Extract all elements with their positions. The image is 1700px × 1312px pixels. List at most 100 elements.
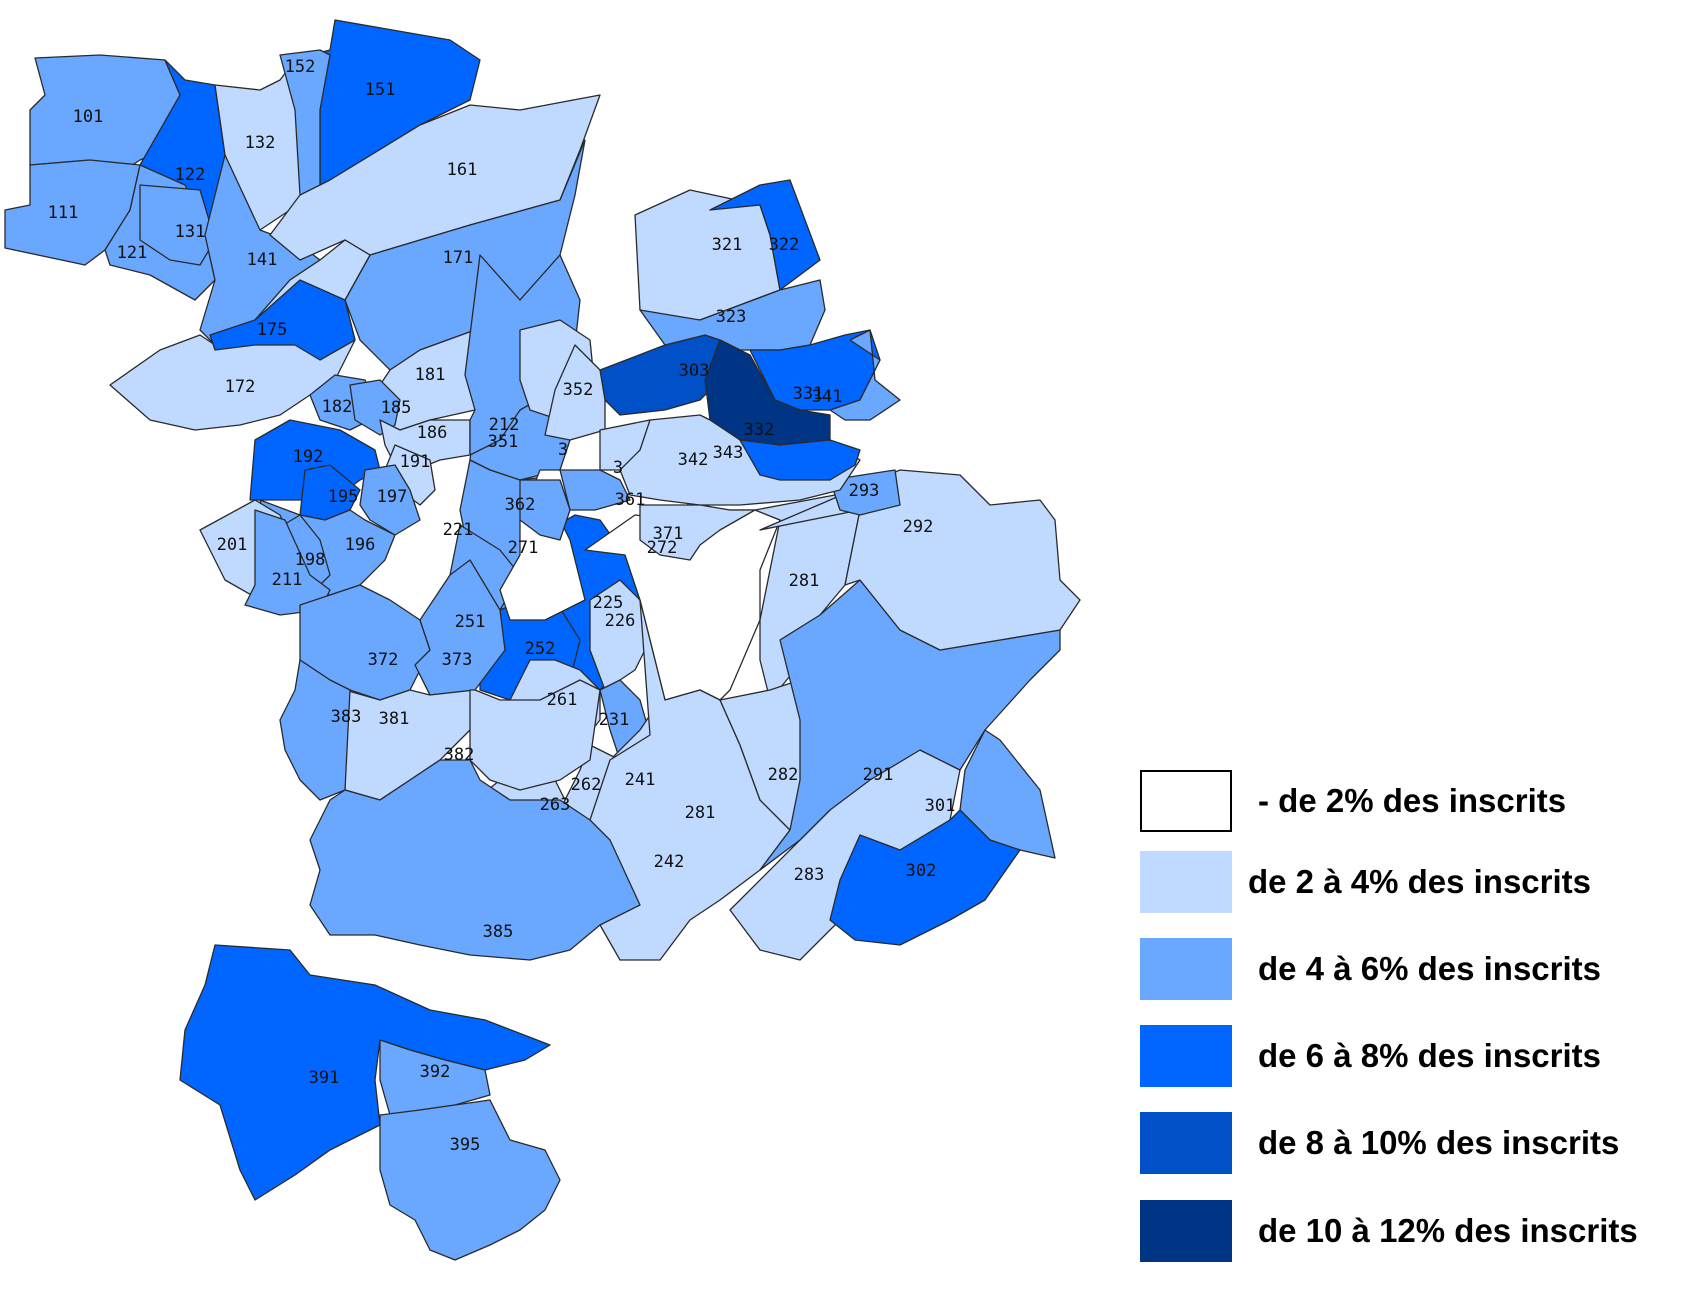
zone-label-175: 175 xyxy=(257,320,288,340)
zone-label-152: 152 xyxy=(285,57,316,77)
zone-label-141: 141 xyxy=(247,250,278,270)
legend-swatch-lt2 xyxy=(1140,770,1232,832)
zone-label-196: 196 xyxy=(345,535,376,555)
legend-swatch-8to10 xyxy=(1140,1112,1232,1174)
zone-label-132: 132 xyxy=(245,133,276,153)
zone-382 xyxy=(469,679,601,791)
zone-label-372: 372 xyxy=(368,650,399,670)
zone-label-373: 373 xyxy=(442,650,473,670)
zone-label-191: 191 xyxy=(400,452,431,472)
zone-392 xyxy=(379,1039,491,1116)
zone-293 xyxy=(829,469,901,516)
zone-label-198: 198 xyxy=(295,550,326,570)
zone-395 xyxy=(379,1099,561,1261)
zone-label-161: 161 xyxy=(447,160,478,180)
zone-label-225: 225 xyxy=(593,593,624,613)
zone-label-383: 383 xyxy=(331,707,362,727)
zone-322 xyxy=(709,179,821,291)
legend-row-2to4: de 2 à 4% des inscrits xyxy=(1140,851,1700,915)
zone-label-301: 301 xyxy=(925,796,956,816)
zone-label-385: 385 xyxy=(483,922,514,942)
zone-226 xyxy=(589,579,651,691)
zone-label-382: 382 xyxy=(444,745,475,765)
zone-292 xyxy=(759,469,1081,651)
legend-label: de 8 à 10% des inscrits xyxy=(1258,1124,1620,1161)
legend-row-8to10: de 8 à 10% des inscrits xyxy=(1140,1112,1700,1176)
zone-152 xyxy=(279,49,331,201)
zone-label-171: 171 xyxy=(443,248,474,268)
zone-label-122: 122 xyxy=(175,165,206,185)
zone-label-131: 131 xyxy=(175,222,206,242)
zone-label-121: 121 xyxy=(117,243,148,263)
zone-label-262: 262 xyxy=(571,775,602,795)
zone-label-151: 151 xyxy=(365,80,396,100)
zone-111 xyxy=(4,159,141,266)
legend-label: de 10 à 12% des inscrits xyxy=(1258,1212,1638,1249)
zone-label-291: 291 xyxy=(863,765,894,785)
zone-label-251: 251 xyxy=(455,612,486,632)
map-regions xyxy=(4,19,1081,1261)
zone-label-341: 341 xyxy=(812,387,843,407)
zone-label-361: 361 xyxy=(615,490,646,510)
zone-label-261: 261 xyxy=(547,690,578,710)
zone-label-263: 263 xyxy=(540,795,571,815)
zone-label-302: 302 xyxy=(906,861,937,881)
zone-label-192: 192 xyxy=(293,447,324,467)
zone-label-351: 351 xyxy=(488,432,519,452)
zone-label-197: 197 xyxy=(377,487,408,507)
zone-label-281: 281 xyxy=(789,571,820,591)
zone-385 xyxy=(309,759,641,961)
zone-197 xyxy=(359,464,421,536)
zone-label-195: 195 xyxy=(328,487,359,507)
zone-label-111: 111 xyxy=(48,203,79,223)
zone-label-323: 323 xyxy=(716,307,747,327)
legend-row-6to8: de 6 à 8% des inscrits xyxy=(1140,1025,1700,1089)
zone-343 xyxy=(739,439,861,481)
zone-label-212: 212 xyxy=(489,415,520,435)
zone-label-252: 252 xyxy=(525,639,556,659)
zone-label-352: 352 xyxy=(563,380,594,400)
zone-label-343: 343 xyxy=(713,443,744,463)
choropleth-map: 101 111 121 122 131 132 141 151 152 161 171 172 175 1… xyxy=(4,19,1081,1261)
zone-label-381: 381 xyxy=(379,709,410,729)
zone-371 xyxy=(639,504,756,561)
zone-label-241: 241 xyxy=(625,770,656,790)
zone-3 xyxy=(544,344,606,441)
zone-label-226: 226 xyxy=(605,611,636,631)
zone-label-3: 3 xyxy=(613,458,623,478)
zone-185 xyxy=(349,379,401,436)
zone-362 xyxy=(519,479,571,541)
legend-swatch-6to8 xyxy=(1140,1025,1232,1087)
zone-label-331: 331 xyxy=(793,384,824,404)
zone-label-182: 182 xyxy=(322,397,353,417)
zone-label-292: 292 xyxy=(903,517,934,537)
legend-row-lt2: - de 2% des inscrits xyxy=(1140,770,1700,834)
zone-label-321: 321 xyxy=(712,235,743,255)
zone-label-342: 342 xyxy=(678,450,709,470)
zone-label-272: 272 xyxy=(647,538,678,558)
zone-label-201: 201 xyxy=(217,535,248,555)
zone-341 xyxy=(829,329,901,421)
legend-row-4to6: de 4 à 6% des inscrits xyxy=(1140,938,1700,1002)
zone-label-332: 332 xyxy=(744,420,775,440)
zone-302 xyxy=(829,809,1021,946)
zone-label-362: 362 xyxy=(505,495,536,515)
legend-label: de 4 à 6% des inscrits xyxy=(1258,950,1602,987)
zone-label-221: 221 xyxy=(443,520,474,540)
legend-swatch-4to6 xyxy=(1140,938,1232,1000)
zone-383 xyxy=(279,659,351,801)
zone-342 xyxy=(609,414,861,506)
zone-373 xyxy=(414,559,506,696)
zone-131 xyxy=(139,184,216,266)
legend-label: de 2 à 4% des inscrits xyxy=(1248,863,1592,900)
zone-label-185: 185 xyxy=(381,398,412,418)
zone-label-231: 231 xyxy=(599,710,630,730)
zone-label-293: 293 xyxy=(849,481,880,501)
zone-3 xyxy=(599,419,651,471)
zone-label-211: 211 xyxy=(272,570,303,590)
legend-label: de 6 à 8% des inscrits xyxy=(1258,1037,1602,1074)
zone-label-242: 242 xyxy=(654,852,685,872)
zone-label-281: 281 xyxy=(685,803,716,823)
legend-label: - de 2% des inscrits xyxy=(1258,782,1567,819)
zone-label-172: 172 xyxy=(225,377,256,397)
